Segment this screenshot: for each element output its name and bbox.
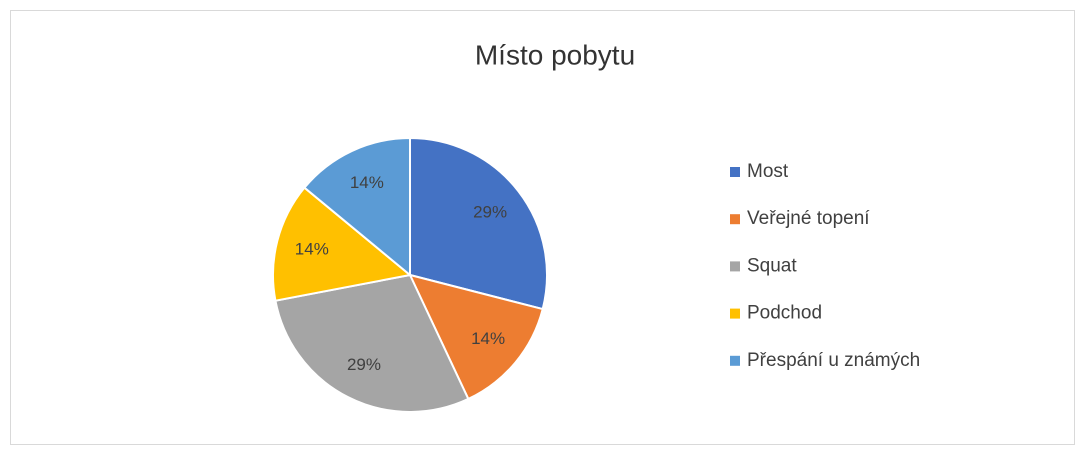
data-label: 14% [295, 239, 329, 258]
legend-label: Most [747, 161, 789, 182]
legend-swatch [730, 167, 740, 177]
pie-slice [408, 273, 544, 401]
data-label: 14% [471, 329, 505, 348]
pie-slice [303, 136, 411, 278]
pie-slice [409, 136, 548, 311]
legend-label: Přespání u známých [747, 350, 920, 371]
chart-border [10, 10, 1075, 445]
data-label: 29% [347, 355, 381, 374]
legend-label: Podchod [747, 303, 822, 324]
data-label: 14% [350, 173, 384, 192]
legend-label: Veřejné topení [747, 208, 870, 229]
data-label: 29% [473, 202, 507, 221]
chart-title: Místo pobytu [475, 39, 635, 70]
legend-swatch [730, 261, 740, 272]
pie-slice [272, 186, 413, 302]
legend-swatch [730, 308, 740, 319]
legend-label: Squat [747, 255, 797, 276]
legend-swatch [730, 214, 740, 225]
pie-slice [274, 273, 470, 413]
legend-swatch [730, 355, 740, 366]
